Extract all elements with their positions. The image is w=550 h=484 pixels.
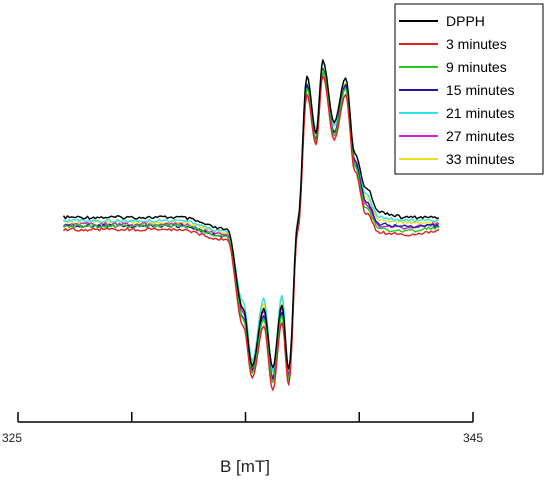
legend-label-33-minutes: 33 minutes <box>446 151 514 167</box>
series-line-27-minutes <box>63 71 440 379</box>
series-line-15-minutes <box>63 67 440 380</box>
x-tick-label-345: 345 <box>463 431 483 445</box>
plot-area <box>62 59 440 391</box>
legend-label-27-minutes: 27 minutes <box>446 128 514 144</box>
series-line-3-minutes <box>62 75 439 391</box>
series-line-dpph <box>62 59 440 370</box>
x-tick-label-325: 325 <box>2 431 22 445</box>
legend-box <box>394 3 544 175</box>
legend-label-9-minutes: 9 minutes <box>446 59 507 75</box>
legend: DPPH 3 minutes 9 minutes 15 minutes 21 minut… <box>394 3 544 175</box>
series-line-9-minutes <box>63 69 440 384</box>
series-line-33-minutes <box>63 66 440 374</box>
legend-label-15-minutes: 15 minutes <box>446 82 514 98</box>
legend-label-3-minutes: 3 minutes <box>446 36 507 52</box>
x-axis-label: B [mT] <box>220 457 270 476</box>
x-ticks: 325 345 <box>2 412 483 445</box>
legend-label-dpph: DPPH <box>446 13 485 29</box>
series-line-21-minutes <box>63 61 440 372</box>
legend-label-21-minutes: 21 minutes <box>446 105 514 121</box>
